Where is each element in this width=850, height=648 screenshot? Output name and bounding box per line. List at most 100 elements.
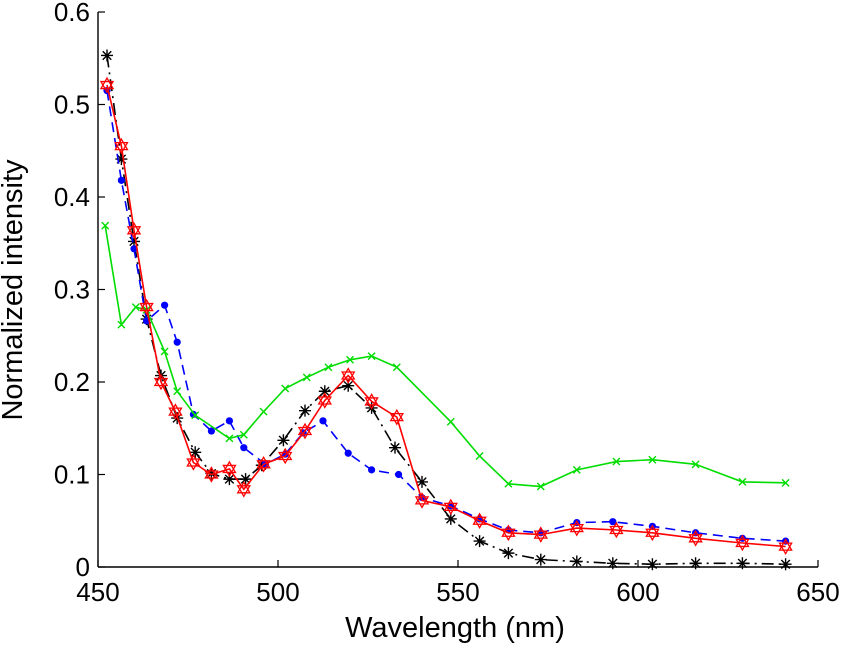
data-point: [255, 459, 268, 472]
data-point: [533, 526, 548, 543]
data-point: [225, 434, 234, 443]
data-point: [364, 393, 379, 410]
data-point: [256, 456, 271, 473]
data-point: [689, 557, 702, 570]
data-point: [502, 547, 515, 560]
x-tick-label: 600: [616, 577, 659, 607]
data-point: [139, 298, 154, 316]
data-point: [779, 558, 792, 571]
data-point: [648, 455, 657, 464]
series-line: [106, 90, 786, 542]
data-point: [317, 392, 332, 409]
data-point: [101, 49, 113, 62]
data-point: [536, 482, 545, 491]
data-point: [189, 446, 202, 459]
data-point: [444, 512, 457, 525]
data-point: [101, 221, 110, 230]
data-point: [319, 417, 327, 425]
series-layer: [99, 49, 793, 571]
data-point: [204, 466, 219, 483]
data-point: [223, 473, 236, 486]
data-point: [161, 301, 169, 309]
data-point: [297, 422, 313, 440]
data-point: [736, 557, 749, 570]
data-point: [222, 460, 237, 478]
data-point: [738, 477, 747, 486]
data-point: [606, 557, 619, 570]
data-point: [691, 460, 700, 469]
data-point: [324, 363, 333, 372]
data-point: [173, 338, 181, 346]
data-point: [367, 352, 376, 361]
data-point: [534, 553, 547, 566]
data-point: [117, 320, 126, 329]
data-point: [395, 470, 403, 479]
data-point: [612, 457, 621, 466]
data-point: [278, 447, 293, 465]
series-3: [99, 76, 793, 555]
x-axis-title: Wavelength (nm): [345, 612, 565, 644]
data-point: [153, 373, 169, 391]
data-point: [446, 417, 455, 426]
data-point: [341, 367, 356, 384]
data-point: [475, 452, 484, 460]
data-point: [302, 373, 311, 382]
data-point: [414, 492, 430, 509]
data-point: [472, 512, 487, 530]
data-point: [688, 530, 703, 547]
data-point: [126, 222, 142, 239]
data-point: [173, 387, 182, 396]
data-point: [504, 479, 513, 488]
data-point: [342, 379, 355, 392]
x-tick-label: 450: [76, 577, 119, 607]
y-tick-label: 0: [76, 552, 90, 582]
data-point: [645, 524, 660, 542]
x-tick-label: 650: [796, 577, 839, 607]
data-point: [207, 427, 215, 435]
y-tick-label: 0.6: [54, 0, 90, 27]
data-point: [609, 518, 617, 526]
data-point: [186, 454, 201, 471]
data-point: [416, 475, 428, 488]
data-point: [646, 558, 659, 571]
y-tick-label: 0.2: [54, 367, 90, 397]
data-point: [130, 245, 138, 253]
y-tick-label: 0.5: [54, 90, 90, 120]
data-point: [99, 76, 115, 94]
series-line: [106, 84, 786, 548]
data-point: [344, 449, 352, 457]
data-point: [569, 519, 584, 537]
data-point: [443, 498, 458, 516]
data-point: [609, 521, 624, 539]
data-point: [318, 385, 331, 398]
data-point: [114, 137, 129, 155]
data-point: [473, 535, 486, 548]
data-point: [346, 355, 354, 364]
data-point: [389, 441, 401, 454]
y-tick-label: 0.1: [54, 460, 90, 490]
y-tick-label: 0.4: [54, 182, 90, 212]
data-point: [572, 465, 581, 474]
y-tick-label: 0.3: [54, 275, 90, 305]
data-point: [128, 235, 140, 248]
data-point: [236, 480, 251, 498]
data-point: [781, 478, 790, 487]
x-tick-label: 500: [256, 577, 299, 607]
data-point: [240, 444, 248, 452]
data-point: [117, 176, 125, 184]
data-point: [299, 404, 311, 417]
data-point: [735, 534, 750, 552]
x-tick-label: 550: [436, 577, 479, 607]
data-point: [259, 407, 268, 416]
data-point: [778, 538, 793, 555]
data-point: [277, 434, 290, 447]
data-point: [392, 363, 401, 372]
data-point: [501, 524, 516, 542]
data-point: [239, 430, 248, 439]
series-line: [104, 225, 786, 488]
series-2: [101, 221, 790, 491]
data-point: [168, 403, 183, 420]
tick-layer: 450 500 550 600 650 0 0.1 0.2 0.3 0.4 0.5 0.6: [54, 0, 840, 607]
data-point: [225, 417, 233, 425]
data-point: [191, 411, 200, 420]
